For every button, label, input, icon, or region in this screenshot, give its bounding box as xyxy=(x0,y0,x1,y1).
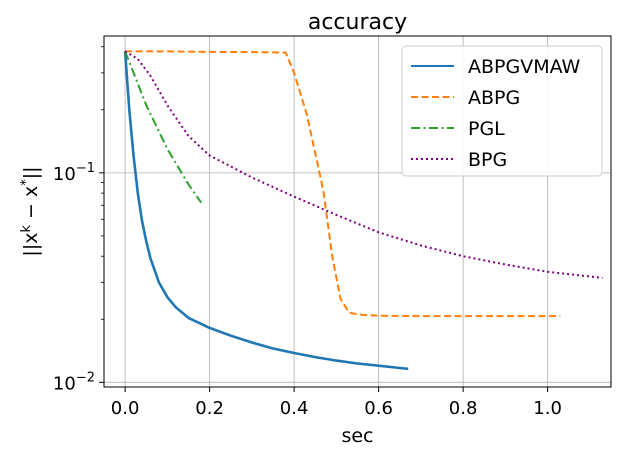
ticks-layer: 0.0 0.2 0.4 0.6 0.8 1.010−210−1 xyxy=(53,46,562,419)
y-tick-label-base: 10 xyxy=(53,373,76,394)
chart-title: accuracy xyxy=(308,10,407,35)
x-tick-label: 0.0 xyxy=(111,398,140,419)
x-tick-label: 0.4 xyxy=(280,398,309,419)
legend-label-abpgvmaw: ABPGVMAW xyxy=(468,56,581,78)
y-axis-title-sup-star: * xyxy=(19,179,34,186)
y-tick-label: 10−1 xyxy=(53,161,95,185)
legend-box xyxy=(401,45,603,177)
x-tick-label: 0.6 xyxy=(364,398,393,419)
series-line-abpgvmaw xyxy=(123,51,409,371)
y-axis-title-close: || xyxy=(20,166,42,179)
series-line-abpg xyxy=(125,50,561,318)
series-line-pgl xyxy=(124,51,203,204)
x-tick-label: 1.0 xyxy=(533,398,562,419)
plot-frame xyxy=(103,35,612,388)
legend-label-bpg: BPG xyxy=(468,149,507,171)
y-axis-title: ||xk − x*|| xyxy=(19,166,43,256)
series-layer xyxy=(123,50,603,371)
legend-label-abpg: ABPG xyxy=(468,87,520,109)
y-axis-title-minus: − x xyxy=(20,186,42,225)
y-tick-label: 10−2 xyxy=(53,370,95,394)
y-axis-title-sup-k: k xyxy=(19,225,34,233)
x-tick-label: 0.8 xyxy=(449,398,478,419)
y-tick-label-exponent: −2 xyxy=(76,370,95,385)
legend: ABPGVMAW ABPG PGL BPG xyxy=(401,45,603,177)
x-tick-label: 0.2 xyxy=(195,398,224,419)
legend-label-pgl: PGL xyxy=(468,118,505,140)
y-tick-label-exponent: −1 xyxy=(76,161,95,176)
y-axis-title-open: ||x xyxy=(20,233,42,257)
y-tick-label-base: 10 xyxy=(53,164,76,185)
x-axis-title: sec xyxy=(341,425,373,447)
